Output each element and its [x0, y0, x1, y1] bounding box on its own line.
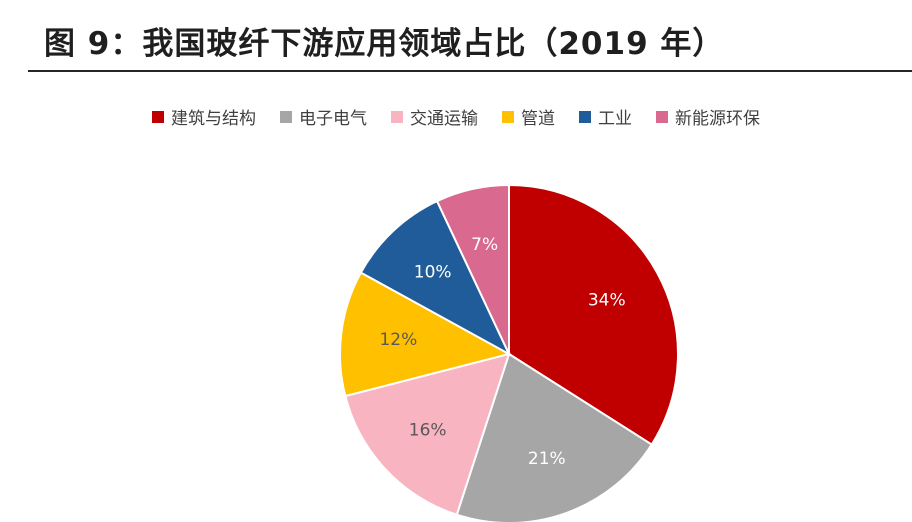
title-divider — [28, 70, 912, 72]
legend-item: 电子电气 — [280, 104, 367, 129]
slice-data-label: 21% — [528, 449, 566, 469]
legend-label: 电子电气 — [299, 109, 367, 129]
slice-data-label: 10% — [414, 263, 452, 283]
legend-item: 交通运输 — [391, 104, 478, 129]
legend-label: 管道 — [521, 109, 555, 129]
legend-swatch — [391, 110, 403, 123]
slice-data-label: 12% — [379, 330, 417, 350]
pie-slice — [435, 183, 510, 355]
legend-swatch — [152, 110, 164, 123]
pie-slice — [359, 199, 512, 357]
legend-label: 建筑与结构 — [171, 109, 256, 129]
legend-swatch — [656, 110, 668, 123]
legend-label: 交通运输 — [410, 109, 478, 129]
slice-data-label: 34% — [588, 290, 626, 310]
legend-item: 建筑与结构 — [152, 104, 256, 129]
chart-title: 图 9：我国玻纤下游应用领域占比（2019 年） — [44, 26, 725, 62]
pie-slice — [338, 271, 512, 398]
slice-data-label: 16% — [409, 420, 447, 440]
legend-swatch — [280, 110, 292, 123]
slice-data-label: 7% — [471, 235, 498, 255]
legend-swatch — [579, 110, 591, 123]
pie-slice — [455, 352, 654, 522]
legend-item: 管道 — [502, 104, 555, 129]
legend-item: 新能源环保 — [656, 104, 760, 129]
pie-slice — [344, 352, 511, 516]
chart-legend: 建筑与结构 电子电气 交通运输 管道 工业 新能源环保 — [0, 104, 912, 129]
legend-label: 新能源环保 — [675, 109, 760, 129]
legend-item: 工业 — [579, 104, 632, 129]
legend-label: 工业 — [598, 109, 632, 129]
legend-swatch — [502, 110, 514, 123]
